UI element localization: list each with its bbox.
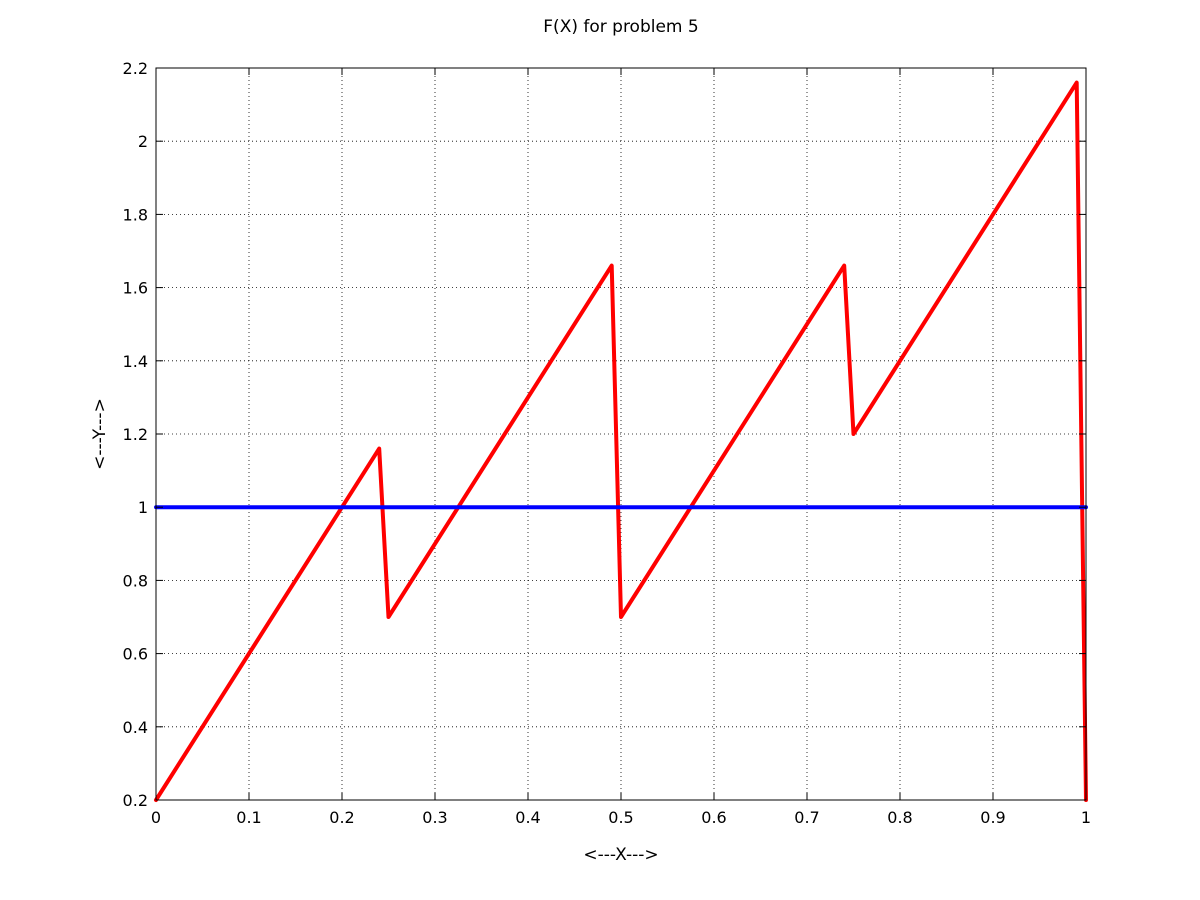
series-line-1 — [154, 80, 1088, 802]
x-tick-label: 1 — [1081, 808, 1091, 827]
x-tick-label: 0.9 — [980, 808, 1005, 827]
y-tick-label: 2 — [138, 132, 148, 151]
y-tick-label: 1 — [138, 498, 148, 517]
x-tick-label: 0.8 — [887, 808, 912, 827]
y-tick-label: 1.4 — [123, 352, 148, 371]
x-axis-label: <---X---> — [583, 845, 658, 865]
x-tick-label: 0.2 — [329, 808, 354, 827]
series-layer — [154, 80, 1088, 802]
ticks: 0 0.1 0.2 0.3 0.4 0.5 0.6 0.7 0.8 0.9 1 0.2 0.4 0.6 0.… — [123, 59, 1092, 827]
y-tick-label: 0.2 — [123, 791, 148, 810]
y-tick-label: 1.8 — [123, 205, 148, 224]
x-tick-label: 0.6 — [701, 808, 726, 827]
x-tick-label: 0.1 — [236, 808, 261, 827]
x-tick-label: 0.7 — [794, 808, 819, 827]
y-tick-label: 0.6 — [123, 645, 148, 664]
y-axis-label: <---Y---> — [90, 398, 110, 470]
x-tick-label: 0.5 — [608, 808, 633, 827]
y-tick-label: 0.8 — [123, 571, 148, 590]
x-tick-label: 0.3 — [422, 808, 447, 827]
y-tick-label: 1.2 — [123, 425, 148, 444]
chart-title: F(X) for problem 5 — [543, 17, 698, 37]
x-tick-label: 0.4 — [515, 808, 540, 827]
y-tick-label: 2.2 — [123, 59, 148, 78]
x-tick-label: 0 — [151, 808, 161, 827]
y-tick-label: 1.6 — [123, 279, 148, 298]
y-tick-label: 0.4 — [123, 718, 148, 737]
